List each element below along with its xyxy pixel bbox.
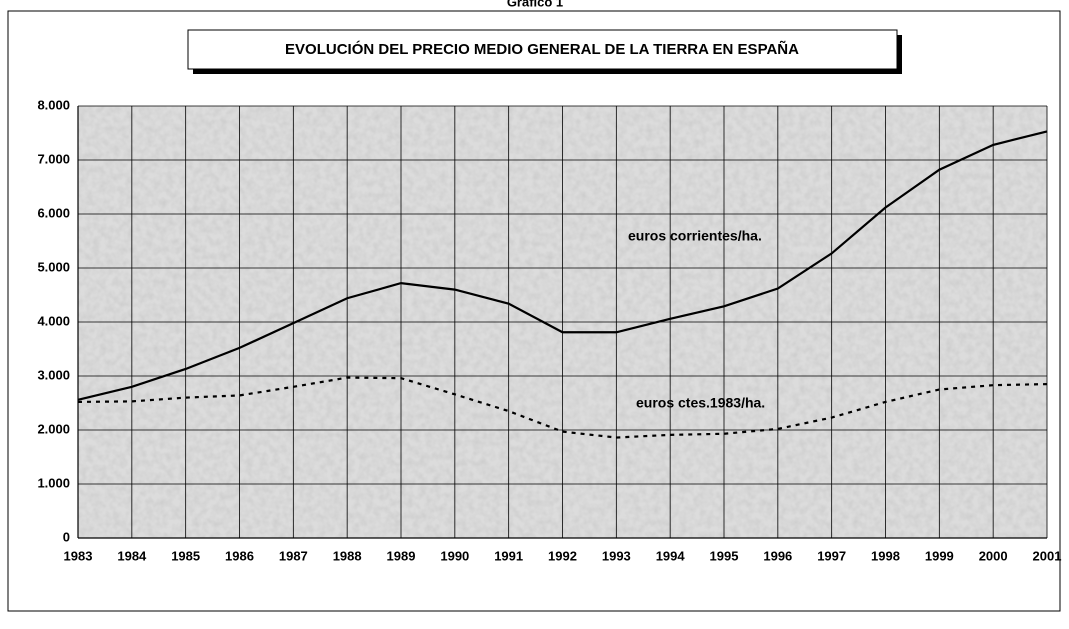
x-tick-label: 1997 bbox=[817, 548, 846, 563]
series-line bbox=[77, 130, 1048, 401]
title-box bbox=[187, 29, 898, 70]
series-line bbox=[77, 376, 1048, 439]
y-tick-label: 2.000 bbox=[37, 421, 70, 436]
y-tick-label: 3.000 bbox=[37, 367, 70, 382]
x-tick-label: 1996 bbox=[763, 548, 792, 563]
x-tick-label: 1994 bbox=[656, 548, 686, 563]
x-tick-label: 1990 bbox=[440, 548, 469, 563]
x-tick-label: 1988 bbox=[333, 548, 362, 563]
y-tick-label: 6.000 bbox=[37, 205, 70, 220]
y-tick-label: 5.000 bbox=[37, 259, 70, 274]
series-annotation: euros corrientes/ha. bbox=[628, 228, 762, 244]
y-tick-label: 0 bbox=[63, 529, 70, 544]
x-tick-label: 2001 bbox=[1033, 548, 1062, 563]
x-tick-label: 1989 bbox=[387, 548, 416, 563]
chart-caption: Gráfico 1 bbox=[507, 0, 563, 9]
x-tick-label: 1984 bbox=[117, 548, 147, 563]
x-tick-label: 1998 bbox=[871, 548, 900, 563]
x-tick-label: 1995 bbox=[710, 548, 739, 563]
x-tick-label: 2000 bbox=[979, 548, 1008, 563]
x-tick-label: 1985 bbox=[171, 548, 200, 563]
y-tick-label: 8.000 bbox=[37, 97, 70, 112]
x-tick-label: 1999 bbox=[925, 548, 954, 563]
chart-title: EVOLUCIÓN DEL PRECIO MEDIO GENERAL DE LA… bbox=[285, 40, 799, 58]
y-tick-label: 7.000 bbox=[37, 151, 70, 166]
y-tick-label: 1.000 bbox=[37, 475, 70, 490]
x-tick-label: 1986 bbox=[225, 548, 254, 563]
y-tick-label: 4.000 bbox=[37, 313, 70, 328]
x-tick-label: 1991 bbox=[494, 548, 523, 563]
x-tick-label: 1983 bbox=[64, 548, 93, 563]
series-annotation: euros ctes.1983/ha. bbox=[636, 395, 765, 411]
x-tick-label: 1992 bbox=[548, 548, 577, 563]
x-tick-label: 1987 bbox=[279, 548, 308, 563]
x-tick-label: 1993 bbox=[602, 548, 631, 563]
